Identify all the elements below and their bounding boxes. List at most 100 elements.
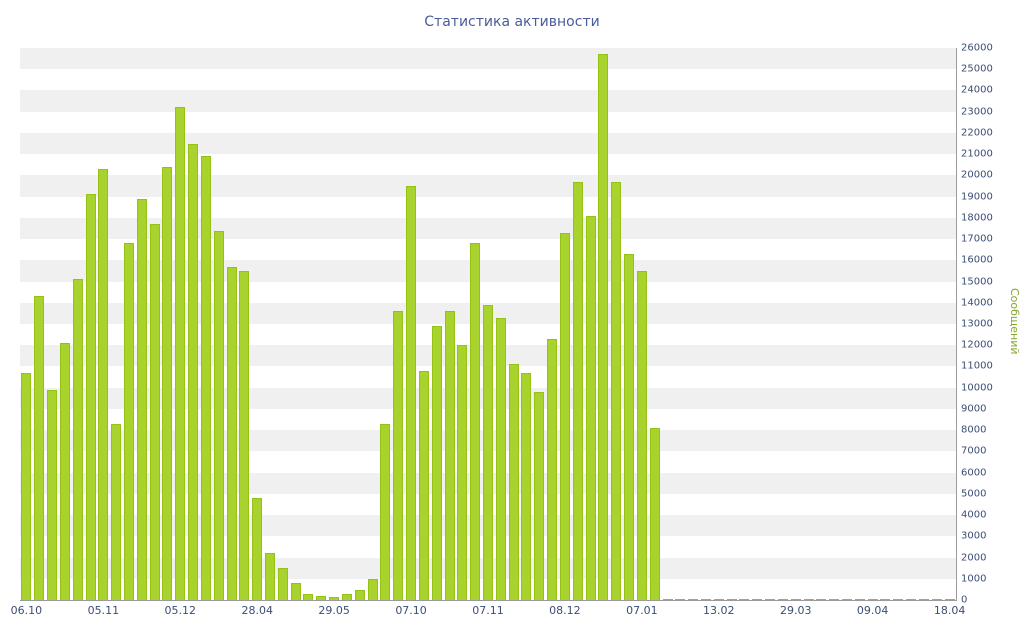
x-tick-label: 06.10: [10, 604, 43, 617]
x-tick-label: 07.10: [395, 604, 427, 617]
bar: [21, 373, 32, 600]
bar: [290, 583, 301, 600]
bar: [675, 599, 686, 600]
grid-band: [20, 69, 956, 91]
x-tick-label: 29.05: [318, 604, 350, 617]
y-tick-label: 16000: [961, 254, 993, 266]
bar: [98, 169, 109, 600]
bar: [380, 424, 391, 600]
bar: [521, 373, 532, 600]
x-tick-label: 18.04: [933, 604, 966, 617]
bar: [777, 599, 788, 600]
bar: [559, 233, 570, 600]
bar: [341, 594, 352, 600]
bar: [393, 311, 404, 600]
bar: [239, 271, 250, 600]
bar: [816, 599, 827, 600]
bar: [111, 424, 122, 600]
grid-band: [20, 260, 956, 282]
y-tick-label: 21000: [961, 148, 993, 160]
bar: [893, 599, 904, 600]
grid-band: [20, 217, 956, 240]
y-tick-label: 3000: [961, 530, 987, 542]
bar: [354, 590, 365, 600]
y-tick-label: 23000: [961, 106, 993, 118]
bar: [534, 392, 545, 600]
y-tick-label: 17000: [961, 233, 993, 245]
bar: [829, 599, 840, 600]
bar: [624, 254, 635, 600]
bar: [752, 599, 763, 600]
y-tick-label: 14000: [961, 297, 993, 309]
bar: [457, 345, 468, 600]
y-tick-label: 11000: [961, 360, 993, 372]
bar: [803, 599, 814, 600]
bar: [470, 243, 481, 600]
y-tick-label: 5000: [961, 488, 987, 500]
grid-band: [20, 175, 956, 197]
bar: [495, 318, 506, 600]
x-tick-label: 05.12: [164, 604, 197, 617]
bar: [765, 599, 776, 600]
x-tick-label: 07.11: [472, 604, 504, 617]
bar: [842, 599, 852, 600]
grid-band: [20, 48, 956, 70]
bar: [931, 599, 942, 600]
bar: [149, 224, 160, 600]
bar: [636, 271, 647, 600]
bar: [944, 599, 955, 600]
y-tick-label: 10000: [961, 382, 993, 394]
bar: [277, 568, 288, 600]
grid-band: [20, 132, 956, 155]
y-tick-label: 12000: [961, 339, 993, 351]
y-tick-label: 8000: [961, 424, 987, 436]
bar: [585, 216, 596, 600]
y-tick-label: 13000: [961, 318, 993, 330]
bar: [329, 597, 340, 600]
bar: [85, 194, 96, 600]
y-tick-label: 15000: [961, 276, 993, 288]
grid-band: [20, 90, 956, 112]
bar: [200, 156, 211, 600]
y-tick-label: 9000: [961, 403, 987, 415]
bar: [72, 279, 83, 600]
grid-band: [20, 111, 956, 133]
bar: [739, 599, 750, 600]
y-tick-label: 20000: [961, 169, 993, 181]
bar: [880, 599, 891, 600]
bar: [34, 296, 45, 600]
bar: [598, 54, 609, 600]
y-tick-label: 0: [961, 594, 968, 606]
bar: [226, 267, 237, 600]
bar: [136, 199, 147, 600]
bar: [726, 599, 737, 600]
y-axis-title: Сообщений: [1008, 288, 1021, 355]
y-tick-label: 7000: [961, 445, 987, 457]
y-tick-label: 19000: [961, 191, 993, 203]
bar: [265, 553, 276, 600]
bar: [547, 339, 558, 600]
bar: [418, 371, 429, 600]
bar: [700, 599, 711, 600]
bar: [662, 599, 673, 600]
bar: [713, 599, 724, 600]
bar: [483, 305, 493, 600]
bar: [303, 594, 314, 600]
x-tick-label: 08.12: [549, 604, 581, 617]
y-tick-label: 6000: [961, 467, 987, 479]
grid-band: [20, 154, 956, 176]
x-tick-label: 28.04: [241, 604, 273, 617]
bar: [867, 599, 878, 600]
bar: [252, 498, 263, 600]
bar: [688, 599, 699, 600]
bar: [508, 364, 519, 600]
plot-area: [20, 48, 957, 601]
bar: [367, 579, 378, 600]
y-tick-label: 22000: [961, 127, 993, 139]
y-tick-label: 26000: [961, 42, 993, 54]
bar: [188, 144, 199, 600]
bar: [123, 243, 134, 600]
bar: [162, 167, 173, 600]
bar: [406, 186, 417, 600]
bar: [649, 428, 660, 600]
